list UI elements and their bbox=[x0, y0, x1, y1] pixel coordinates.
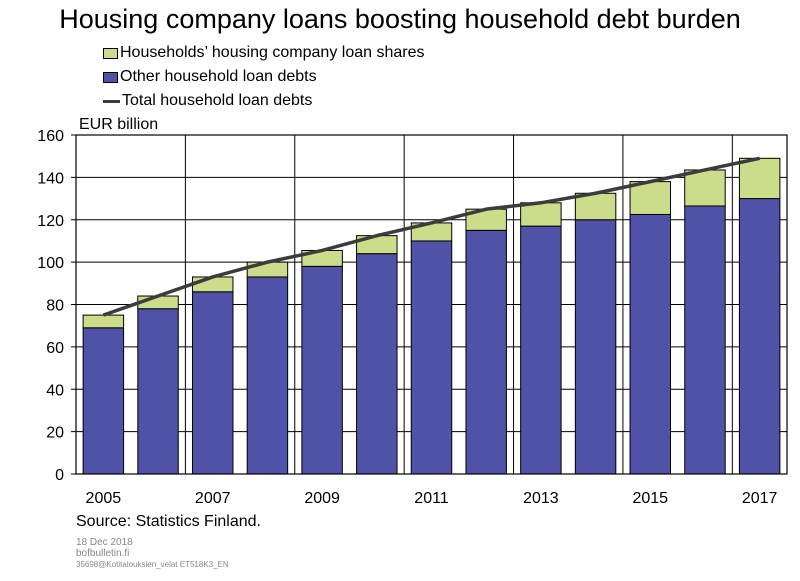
bar-shares-2017 bbox=[738, 157, 781, 200]
line-total bbox=[102, 156, 761, 317]
legend-item-total: Total household loan debts bbox=[103, 89, 424, 113]
y-tick-label: 40 bbox=[46, 382, 64, 399]
bar-other-2008 bbox=[246, 276, 289, 475]
legend-label-shares: Households’ housing company loan shares bbox=[120, 44, 425, 61]
bar-other-2015 bbox=[629, 213, 672, 475]
bar-shares-2005 bbox=[82, 314, 125, 329]
legend-swatch-shares bbox=[103, 47, 118, 59]
x-tick-label: 2013 bbox=[523, 490, 559, 507]
x-tick-label: 2005 bbox=[86, 490, 122, 507]
bar-other-2011 bbox=[410, 240, 453, 475]
source-note: Source: Statistics Finland. bbox=[76, 513, 261, 530]
footer-site: bofbulletin.fi bbox=[76, 548, 130, 559]
x-tick-label: 2011 bbox=[414, 490, 449, 507]
footer-code: 35698@Kotitalouksien_velat ET518K3_EN bbox=[76, 560, 229, 569]
plot-frame bbox=[75, 134, 788, 475]
legend: Households’ housing company loan shares … bbox=[103, 41, 424, 113]
bar-other-2012 bbox=[465, 229, 507, 475]
y-tick-label: 140 bbox=[37, 170, 64, 187]
footer-date: 18 Dec 2018 bbox=[76, 537, 133, 548]
x-tick-label: 2017 bbox=[742, 490, 778, 507]
x-tick-label: 2009 bbox=[304, 490, 340, 507]
y-tick-label: 0 bbox=[55, 467, 64, 484]
bar-other-2009 bbox=[301, 265, 343, 475]
y-tick-label: 20 bbox=[46, 425, 64, 442]
legend-swatch-total bbox=[103, 99, 120, 103]
y-tick-label: 60 bbox=[46, 340, 64, 357]
y-tick-label: 160 bbox=[37, 128, 64, 145]
bar-other-2005 bbox=[82, 327, 125, 475]
legend-label-other: Other household loan debts bbox=[120, 68, 317, 85]
legend-item-shares: Households’ housing company loan shares bbox=[103, 41, 424, 65]
legend-item-other: Other household loan debts bbox=[103, 65, 424, 89]
footer: 18 Dec 2018 bofbulletin.fi 35698@Kotital… bbox=[76, 537, 229, 570]
x-tick-label: 2007 bbox=[195, 490, 231, 507]
bar-other-2016 bbox=[684, 205, 726, 475]
bar-other-2006 bbox=[137, 308, 179, 475]
bar-other-2013 bbox=[520, 225, 562, 475]
bar-shares-2016 bbox=[684, 169, 726, 207]
bar-other-2007 bbox=[191, 291, 234, 475]
bar-shares-2007 bbox=[191, 276, 234, 293]
y-tick-label: 120 bbox=[37, 213, 64, 230]
chart-title: Housing company loans boosting household… bbox=[59, 4, 741, 34]
y-axis-unit-label: EUR billion bbox=[79, 116, 159, 133]
x-tick-label: 2015 bbox=[632, 490, 668, 507]
y-tick-label: 100 bbox=[37, 255, 64, 272]
bar-shares-2015 bbox=[629, 181, 672, 215]
legend-label-total: Total household loan debts bbox=[122, 92, 313, 109]
legend-swatch-other bbox=[103, 71, 118, 83]
bar-other-2014 bbox=[574, 219, 617, 475]
y-tick-label: 80 bbox=[46, 298, 64, 315]
bar-other-2010 bbox=[356, 253, 398, 475]
bar-other-2017 bbox=[738, 198, 781, 475]
bar-shares-2013 bbox=[520, 202, 562, 227]
